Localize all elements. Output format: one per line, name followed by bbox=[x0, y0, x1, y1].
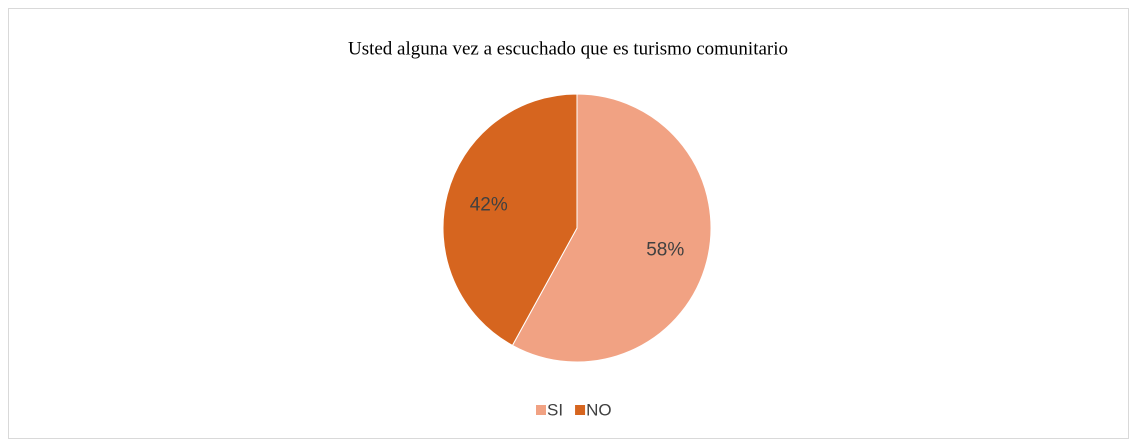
pie-slice bbox=[442, 93, 578, 347]
data-label: 58% bbox=[646, 240, 684, 261]
legend-swatch bbox=[536, 405, 546, 415]
legend-label: SI bbox=[547, 400, 563, 419]
chart-title: Usted alguna vez a escuchado que es turi… bbox=[348, 38, 788, 59]
legend-swatch bbox=[575, 405, 586, 415]
data-label: 42% bbox=[470, 194, 508, 215]
pie-slice bbox=[511, 93, 712, 363]
legend-label: NO bbox=[586, 400, 612, 419]
